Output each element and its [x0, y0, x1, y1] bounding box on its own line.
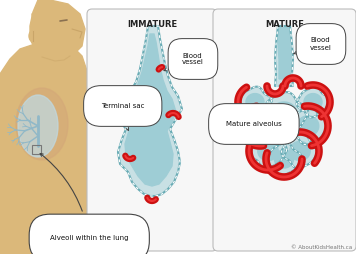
Polygon shape — [278, 26, 291, 79]
Polygon shape — [239, 87, 271, 117]
Polygon shape — [274, 150, 294, 168]
Polygon shape — [0, 42, 90, 254]
Polygon shape — [288, 107, 328, 145]
Polygon shape — [297, 116, 319, 136]
Text: MATURE: MATURE — [265, 20, 304, 29]
Polygon shape — [271, 102, 297, 126]
Text: Mature alveolus: Mature alveolus — [226, 108, 282, 127]
Polygon shape — [266, 142, 302, 176]
Text: Alveoli within the lung: Alveoli within the lung — [40, 153, 129, 241]
Ellipse shape — [29, 30, 37, 41]
Text: Blood
vessel: Blood vessel — [293, 38, 332, 54]
Text: © AboutKidsHealth.ca: © AboutKidsHealth.ca — [291, 245, 352, 250]
Polygon shape — [118, 26, 182, 196]
Polygon shape — [124, 34, 176, 186]
Text: IMMATURE: IMMATURE — [127, 20, 177, 29]
Polygon shape — [32, 4, 58, 44]
Polygon shape — [275, 26, 293, 86]
Text: Blood
vessel: Blood vessel — [164, 53, 204, 71]
Polygon shape — [30, 0, 85, 61]
Polygon shape — [72, 26, 82, 38]
Polygon shape — [0, 74, 90, 254]
Ellipse shape — [18, 95, 58, 157]
Polygon shape — [240, 107, 280, 145]
Text: Terminal sac: Terminal sac — [101, 103, 145, 131]
Polygon shape — [246, 94, 264, 110]
Polygon shape — [290, 141, 310, 161]
Polygon shape — [249, 134, 287, 169]
Polygon shape — [249, 116, 271, 136]
Ellipse shape — [16, 88, 68, 160]
FancyBboxPatch shape — [213, 9, 356, 251]
Polygon shape — [281, 134, 319, 169]
FancyBboxPatch shape — [87, 9, 217, 251]
Polygon shape — [297, 87, 329, 117]
Polygon shape — [258, 141, 278, 161]
Polygon shape — [304, 94, 322, 110]
Polygon shape — [260, 92, 308, 136]
